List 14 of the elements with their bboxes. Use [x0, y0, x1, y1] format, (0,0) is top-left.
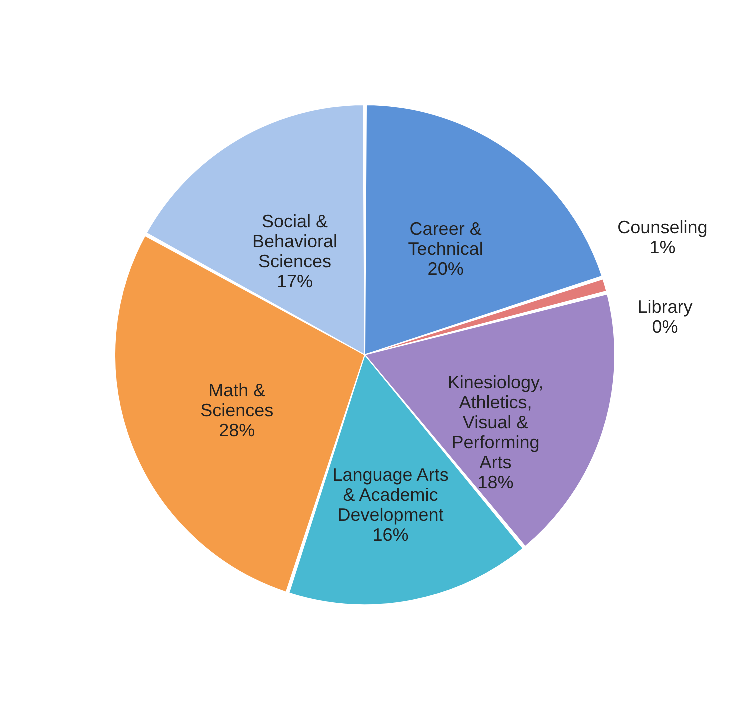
slice-label: Math & Sciences: [200, 380, 274, 421]
data-label: 20%: [428, 258, 464, 279]
slice-label: Career & Technical: [408, 218, 484, 259]
data-label: 17%: [276, 272, 314, 292]
slice-label: Counseling: [618, 218, 708, 238]
slice-label: Language Arts & Academic Development: [332, 465, 449, 526]
data-label: 18%: [478, 472, 514, 492]
slice-label: Social & Behavioral Sciences: [252, 212, 338, 272]
data-label: 28%: [219, 420, 256, 441]
slice-label: Kinesiology, Athletics, Visual & Performing Arts: [448, 372, 544, 472]
text: 0%: [652, 316, 678, 337]
category-label: Library: [638, 296, 693, 317]
data-label: 1%: [650, 238, 676, 258]
data-label: 16%: [372, 525, 409, 546]
